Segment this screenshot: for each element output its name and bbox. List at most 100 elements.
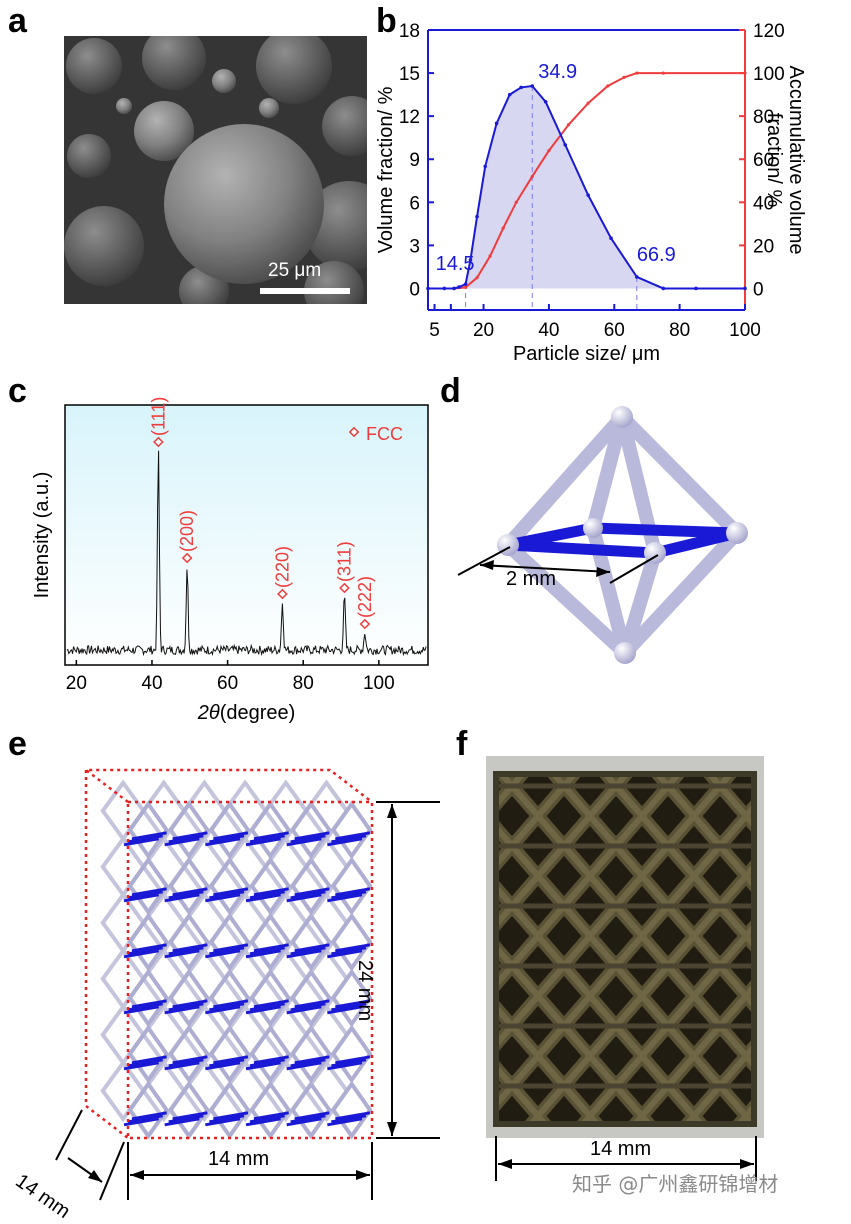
lattice-strut-blue (294, 1111, 330, 1121)
lattice-strut-blue (127, 834, 163, 844)
y2-axis-label: Accumulative volume (785, 66, 807, 255)
arrowhead (498, 1159, 512, 1169)
arrowhead (356, 1170, 370, 1180)
lattice-cell (127, 912, 170, 972)
peak-label: (222) (355, 576, 375, 618)
lattice-strut-blue (213, 887, 249, 897)
lattice-strut-blue (131, 1055, 167, 1065)
lattice-cell-back (222, 835, 268, 899)
dimension-extension-line (609, 554, 659, 584)
lattice-cell-back (303, 891, 350, 955)
y2-tick-label: 40 (753, 193, 774, 214)
y-axis-label: Volume fraction/ % (375, 86, 397, 253)
accumulative-point (743, 71, 747, 75)
lattice-cell-back (100, 947, 146, 1011)
node (583, 518, 603, 538)
lattice-cell (249, 968, 292, 1028)
lattice-strut-blue (286, 949, 322, 959)
lattice-strut-blue (205, 893, 241, 903)
panel-label-d: d (440, 372, 461, 410)
lattice-strut-blue (249, 834, 285, 844)
lattice-strut-blue (127, 1058, 163, 1068)
lattice-cell-back (303, 835, 350, 899)
arrowhead (387, 1122, 397, 1136)
lattice-strut-blue (127, 946, 163, 956)
volume-fraction-point (635, 275, 639, 279)
lattice-strut-blue (290, 834, 326, 844)
strut (501, 410, 629, 552)
lattice-cell-back (140, 835, 187, 899)
lattice-strut-blue (331, 1002, 367, 1012)
lattice-strut-blue (327, 1005, 363, 1015)
photo-width-label: 14 mm (590, 1138, 652, 1160)
lattice-cell (330, 1080, 373, 1140)
lattice-cell (290, 856, 332, 916)
lattice-strut-blue (335, 1111, 371, 1121)
lattice-strut-blue (168, 890, 204, 900)
x-tick-label: 5 (429, 320, 440, 341)
lattice-cell (249, 856, 292, 916)
lattice-cell (290, 1080, 332, 1140)
lattice-strut-blue (213, 1111, 249, 1121)
sem-image-picture (64, 26, 394, 321)
lattice-strut-blue (172, 1055, 208, 1065)
y-axis-label: Intensity (a.u.) (31, 472, 53, 599)
legend-marker (348, 426, 360, 438)
lattice-strut-blue (335, 887, 371, 897)
x-tick-label: 40 (538, 320, 559, 341)
node (644, 542, 666, 564)
lattice-cell-back (262, 947, 309, 1011)
lattice-cell (330, 1024, 373, 1084)
watermark: 知乎 @广州鑫研锦增材 (572, 1172, 779, 1196)
x-tick-label: 80 (669, 320, 690, 341)
volume-fraction-point (530, 84, 535, 88)
dimension-line (479, 564, 611, 573)
lattice-strut-blue (290, 946, 326, 956)
lattice-cell (127, 800, 170, 860)
lattice-strut-blue (131, 999, 167, 1009)
lattice-strut-blue (205, 1061, 241, 1071)
volume-fraction-point (586, 193, 590, 197)
lattice-strut-blue (123, 1005, 159, 1015)
lattice-strut-blue (286, 1061, 322, 1071)
lattice-cell-back (222, 1059, 268, 1123)
lattice-cell (168, 1080, 210, 1140)
x-axis-label: Particle size/ μm (513, 343, 660, 365)
lattice-cell-back (222, 1003, 268, 1067)
sem-image: 25 μm (64, 26, 394, 321)
y2-axis-label: fraction/ % (763, 113, 785, 208)
lattice-cell-back (181, 891, 228, 955)
lattice-cell-back (262, 779, 309, 843)
lattice-cell-back (100, 835, 146, 899)
node (611, 406, 633, 428)
lattice-strut-blue (327, 893, 363, 903)
lattice-strut-blue (249, 1002, 285, 1012)
y2-tick-label: 0 (753, 279, 764, 300)
lattice-cell (290, 800, 332, 860)
peak-annotation: 66.9 (637, 244, 676, 266)
lattice-cell-back (100, 1003, 146, 1067)
lattice-strut-blue (205, 949, 241, 959)
lattice-cell-back (181, 947, 228, 1011)
accumulative-point (586, 101, 590, 105)
lattice-strut-blue (168, 1058, 204, 1068)
lattice-strut-blue (335, 831, 371, 841)
lattice-strut-blue (213, 1055, 249, 1065)
x-tick-label: 100 (729, 320, 761, 341)
volume-fraction-point (543, 99, 548, 104)
lattice-strut-blue (127, 890, 163, 900)
y2-tick-label: 120 (753, 21, 785, 42)
lattice-strut-blue (331, 834, 367, 844)
arrowhead (596, 567, 610, 577)
lattice-strut-blue (327, 949, 363, 959)
lattice-strut-blue (205, 1005, 241, 1015)
lattice-cell (330, 800, 373, 860)
lattice-cell (330, 856, 373, 916)
lattice-strut-blue (286, 1117, 322, 1127)
lattice-cell (330, 968, 373, 1028)
strut-blue (502, 539, 661, 559)
lattice-strut-blue (249, 946, 285, 956)
x-tick-label: 20 (66, 673, 87, 694)
y2-tick-label: 100 (753, 64, 785, 85)
lattice-strut-blue (131, 1111, 167, 1121)
